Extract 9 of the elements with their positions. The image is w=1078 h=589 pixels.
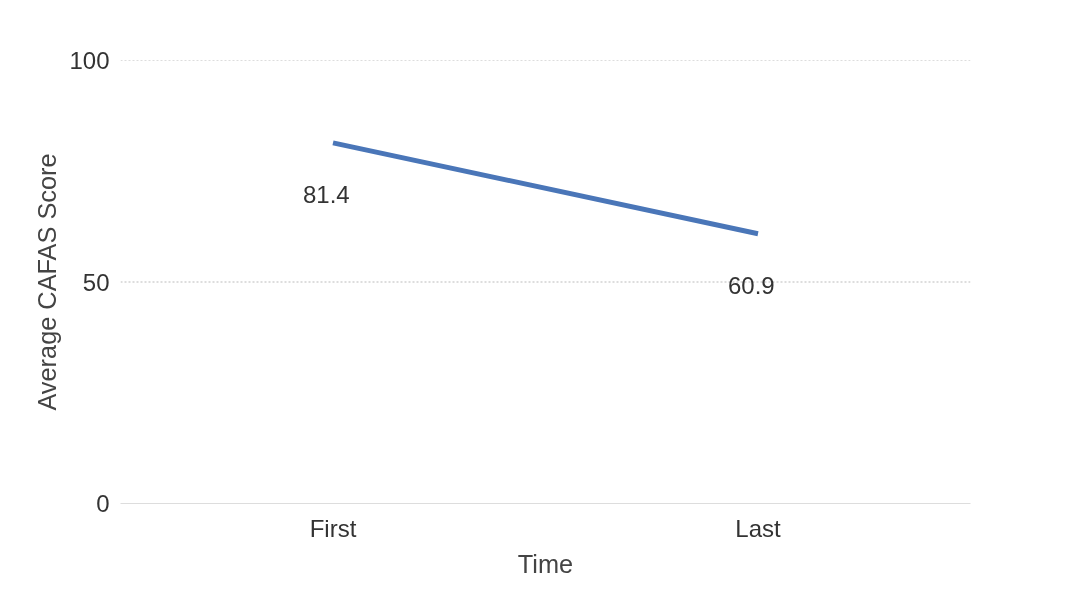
x-axis-title: Time	[517, 549, 574, 578]
y-tick-label: 50	[82, 268, 110, 296]
data-label: 81.4	[303, 180, 350, 208]
y-axis-title: Average CAFAS Score	[33, 153, 62, 411]
y-tick-label: 0	[96, 490, 110, 517]
y-tick-label: 100	[69, 47, 110, 74]
x-tick-label: Last	[735, 514, 782, 542]
x-tick-label: First	[309, 514, 357, 542]
data-label: 60.9	[728, 271, 775, 299]
